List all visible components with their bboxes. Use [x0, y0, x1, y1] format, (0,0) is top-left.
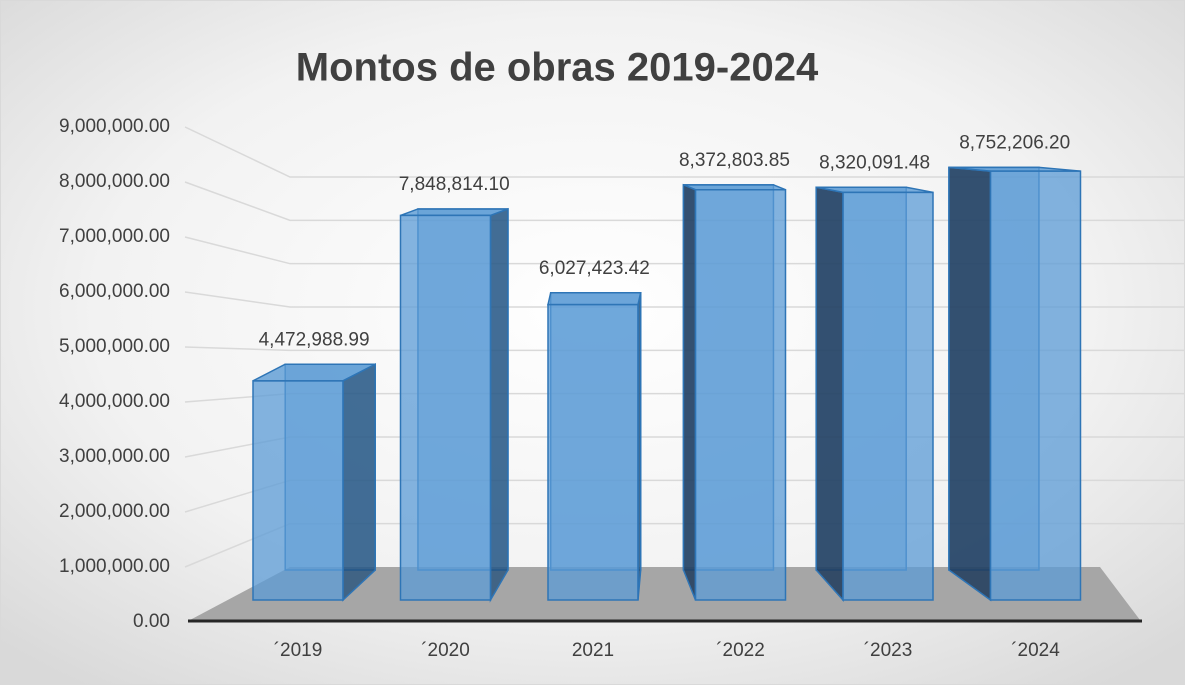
x-tick-label: ´2023 [864, 640, 913, 661]
bar-front [399, 214, 492, 601]
bar-front [547, 303, 639, 601]
bar [252, 363, 376, 602]
x-tick-label: ´2024 [1011, 640, 1060, 661]
y-tick-label: 2,000,000.00 [59, 501, 170, 522]
value-label: 6,027,423.42 [539, 258, 650, 279]
value-label: 7,848,814.10 [399, 174, 510, 195]
bar-front [989, 170, 1082, 601]
value-label: 8,320,091.48 [819, 152, 930, 173]
x-tick-label: 2021 [572, 640, 614, 661]
y-tick-label: 0.00 [133, 611, 170, 632]
y-tick-label: 8,000,000.00 [59, 171, 170, 192]
bar-top [547, 291, 642, 306]
value-label: 8,752,206.20 [959, 132, 1070, 153]
bar-side [342, 363, 376, 602]
y-tick-label: 4,000,000.00 [59, 391, 170, 412]
bar-side [815, 186, 844, 602]
bar [399, 207, 509, 603]
bar [682, 183, 787, 601]
grid-line [184, 126, 1185, 178]
bar-top [400, 208, 509, 217]
y-tick-label: 6,000,000.00 [59, 281, 170, 302]
x-tick-label: ´2020 [421, 640, 470, 661]
bar-front [842, 191, 934, 601]
y-tick-label: 1,000,000.00 [59, 556, 170, 577]
bar [547, 291, 642, 601]
value-label: 8,372,803.85 [679, 150, 790, 171]
bar-side [682, 183, 697, 601]
y-tick-label: 5,000,000.00 [59, 336, 170, 357]
bar-side [489, 207, 509, 603]
bar-front [252, 380, 344, 601]
bar-side [948, 166, 992, 602]
x-tick-label: ´2022 [716, 640, 765, 661]
y-tick-label: 9,000,000.00 [59, 116, 170, 137]
bar [815, 186, 934, 602]
x-tick-label: ´2019 [274, 640, 323, 661]
y-tick-label: 3,000,000.00 [59, 446, 170, 467]
chart-title: Montos de obras 2019-2024 [296, 46, 819, 90]
y-tick-label: 7,000,000.00 [59, 226, 170, 247]
bar-front [694, 188, 787, 601]
value-label: 4,472,988.99 [259, 329, 370, 350]
bar [948, 166, 1082, 602]
